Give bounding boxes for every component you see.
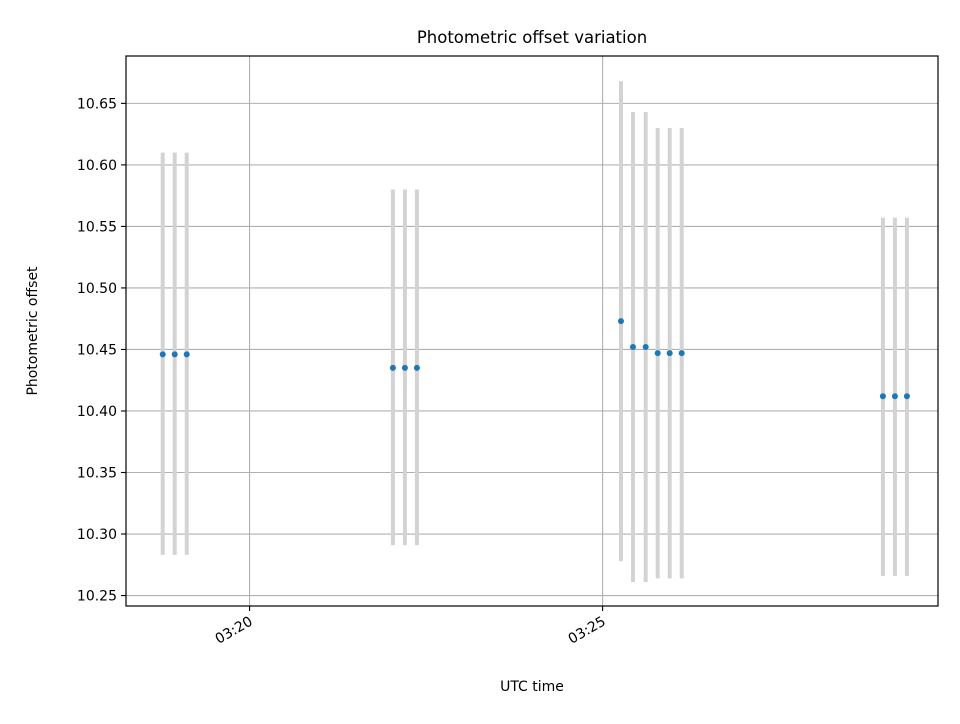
data-point <box>879 393 886 400</box>
data-point <box>171 351 178 358</box>
data-point <box>666 350 673 357</box>
marker-layer <box>159 318 910 400</box>
data-point <box>891 393 898 400</box>
y-tick-label: 10.55 <box>77 219 117 235</box>
y-tick-label: 10.25 <box>77 589 117 605</box>
y-tick-label: 10.60 <box>77 158 117 174</box>
y-tick-label: 10.30 <box>77 527 117 543</box>
x-axis-label: UTC time <box>500 679 564 695</box>
y-tick-label: 10.45 <box>77 342 117 358</box>
data-point <box>159 351 166 358</box>
data-point <box>183 351 190 358</box>
chart-title: Photometric offset variation <box>417 28 647 47</box>
y-tick-label: 10.40 <box>77 404 117 420</box>
data-point <box>903 393 910 400</box>
axes-frame <box>125 55 939 607</box>
y-tick-label: 10.50 <box>77 281 117 297</box>
data-point <box>617 318 624 325</box>
data-point <box>654 350 661 357</box>
data-point <box>629 343 636 350</box>
y-tick-label: 10.65 <box>77 96 117 112</box>
data-point <box>678 350 685 357</box>
data-point <box>401 364 408 371</box>
data-point <box>389 364 396 371</box>
data-point <box>413 364 420 371</box>
grid-layer <box>126 56 938 606</box>
y-tick-label: 10.35 <box>77 465 117 481</box>
data-point <box>642 343 649 350</box>
y-axis-label: Photometric offset <box>25 266 41 396</box>
